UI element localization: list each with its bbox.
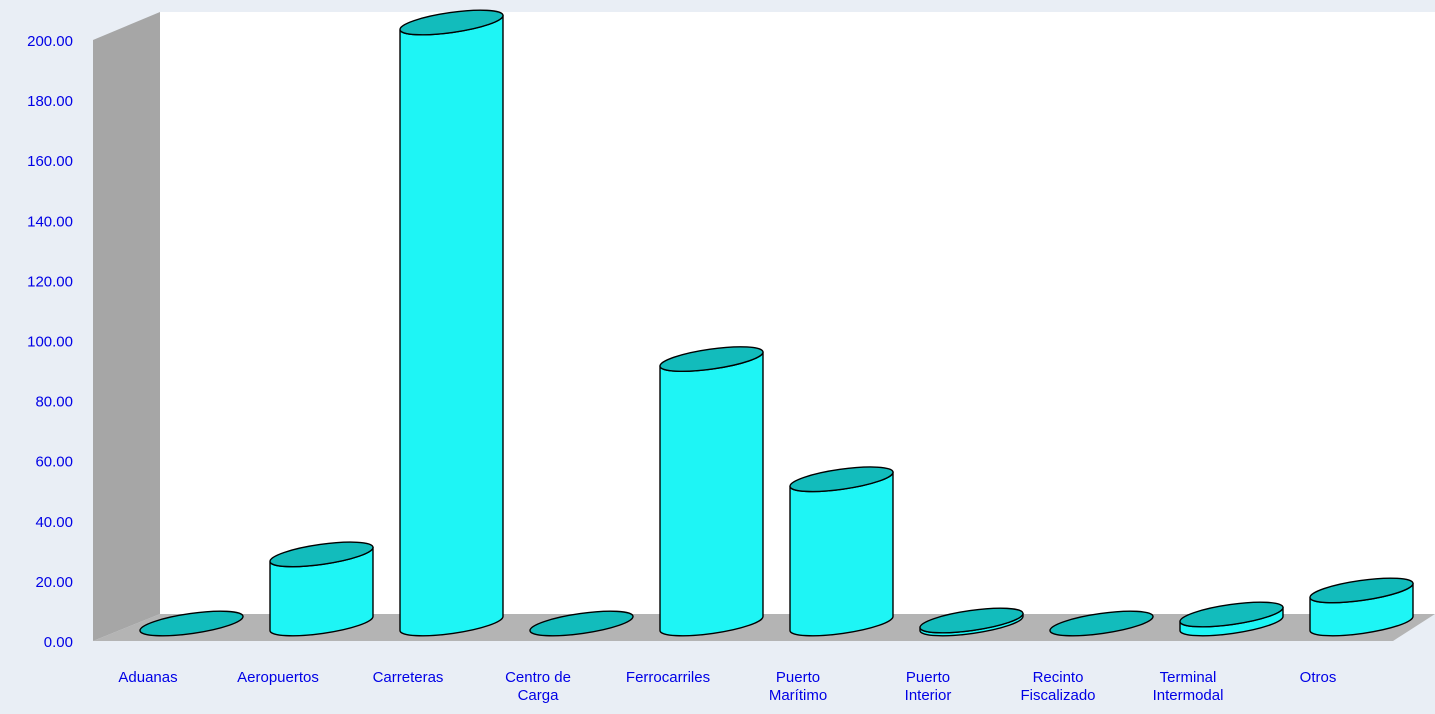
bar-top	[659, 346, 764, 373]
y-tick-label: 80.00	[35, 394, 73, 411]
bars	[139, 9, 1414, 637]
bar-body	[399, 15, 504, 637]
bar-top	[1309, 577, 1414, 604]
bar-body	[789, 471, 894, 637]
bar	[1309, 577, 1414, 637]
y-tick-label: 20.00	[35, 574, 73, 591]
x-tick-label: Centro de Carga	[505, 669, 571, 704]
y-tick-label: 120.00	[27, 273, 73, 290]
y-axis: 0.00 20.00 40.00 60.00 80.00 100.00 120.00 140.…	[27, 33, 73, 651]
bar	[919, 607, 1024, 637]
bar-top	[139, 610, 244, 637]
bar-top	[789, 466, 894, 493]
bar-body	[659, 351, 764, 637]
x-tick-label: Carreteras	[373, 669, 444, 686]
y-tick-label: 100.00	[27, 334, 73, 351]
bar	[1049, 610, 1154, 637]
y-tick-label: 140.00	[27, 213, 73, 230]
y-tick-label: 200.00	[27, 33, 73, 50]
x-tick-label: Terminal Intermodal	[1153, 669, 1224, 704]
y-tick-label: 60.00	[35, 454, 73, 471]
side-wall	[93, 12, 160, 641]
y-tick-label: 180.00	[27, 93, 73, 110]
x-tick-label: Ferrocarriles	[626, 669, 710, 686]
bar	[789, 466, 894, 637]
x-axis: Aduanas Aeropuertos Carreteras Centro de Car…	[118, 669, 1336, 704]
x-tick-label: Aduanas	[118, 669, 177, 686]
bar-top	[269, 541, 374, 568]
y-tick-label: 40.00	[35, 514, 73, 531]
x-tick-label: Recinto Fiscalizado	[1020, 669, 1095, 704]
x-tick-label: Aeropuertos	[237, 669, 319, 686]
bar	[139, 610, 244, 637]
x-tick-label: Puerto Interior	[905, 669, 952, 704]
bar-top	[529, 610, 634, 637]
bar	[659, 346, 764, 637]
bar	[399, 9, 504, 637]
y-tick-label: 160.00	[27, 153, 73, 170]
bar	[529, 610, 634, 637]
bar	[1179, 601, 1284, 637]
bar	[269, 541, 374, 637]
bar-top	[919, 607, 1024, 634]
bar-top	[399, 9, 504, 36]
bar-top	[1049, 610, 1154, 637]
x-tick-label: Puerto Marítimo	[769, 669, 827, 704]
x-tick-label: Otros	[1300, 669, 1337, 686]
bar-top	[1179, 601, 1284, 628]
y-tick-label: 0.00	[44, 634, 73, 651]
